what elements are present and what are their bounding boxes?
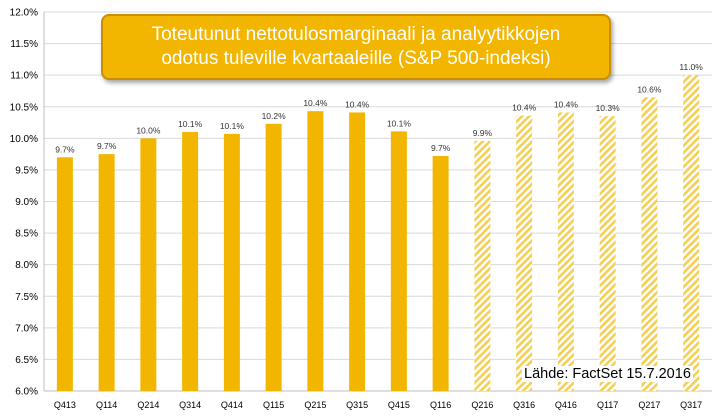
bar-actual	[182, 132, 199, 391]
bar-estimate	[599, 116, 616, 391]
data-label: 10.6%	[637, 84, 662, 94]
y-tick-label: 12.0%	[10, 8, 38, 19]
x-tick-label: Q414	[221, 400, 243, 410]
bar-estimate	[516, 115, 533, 392]
y-axis: 6.0% 6.5% 7.0% 7.5% 8.0% 8.5% 9.0% 9.5% 10.0% 10.…	[10, 8, 712, 398]
bar-actual	[432, 156, 449, 391]
data-label: 11.0%	[679, 62, 703, 72]
data-label: 10.1%	[178, 119, 203, 129]
bar-actual	[98, 154, 115, 391]
y-tick-label: 7.0%	[15, 323, 38, 334]
bars	[56, 75, 700, 392]
y-tick-label: 9.0%	[15, 197, 38, 208]
data-label: 10.3%	[596, 103, 621, 113]
bar-actual	[223, 133, 240, 391]
source-note: Lähde: FactSet 15.7.2016	[522, 366, 693, 382]
data-label: 10.2%	[262, 111, 287, 121]
y-tick-label: 6.5%	[15, 355, 38, 366]
chart-title-line-2: odotus tuleville kvartaaleille (S&P 500-…	[161, 48, 551, 69]
data-label: 10.4%	[554, 99, 579, 109]
chart-title-line-1: Toteutunut nettotulosmarginaali ja analy…	[151, 24, 561, 45]
chart-title: Toteutunut nettotulosmarginaali ja analy…	[101, 14, 611, 80]
bar-actual	[349, 112, 366, 391]
y-tick-label: 11.0%	[10, 71, 38, 82]
bar-estimate	[683, 75, 700, 392]
data-label: 10.1%	[220, 121, 245, 131]
y-tick-label: 10.5%	[10, 102, 38, 113]
data-label: 9.7%	[431, 143, 451, 153]
x-tick-label: Q216	[471, 400, 493, 410]
x-tick-label: Q114	[96, 400, 117, 410]
bar-estimate	[557, 112, 574, 391]
bar-actual	[56, 157, 73, 391]
bar-estimate	[641, 97, 658, 392]
data-label: 9.7%	[55, 144, 75, 154]
bar-actual	[307, 111, 324, 392]
data-label: 10.4%	[512, 103, 537, 113]
x-tick-label: Q214	[137, 400, 159, 410]
data-label: 10.1%	[387, 118, 412, 128]
x-tick-label: Q316	[513, 400, 535, 410]
x-tick-label: Q215	[304, 400, 326, 410]
y-tick-label: 8.0%	[15, 260, 38, 271]
y-tick-label: 9.5%	[15, 165, 38, 176]
data-label: 9.9%	[473, 128, 493, 138]
y-tick-label: 11.5%	[10, 39, 38, 50]
x-tick-label: Q317	[680, 400, 702, 410]
data-label: 10.4%	[345, 99, 370, 109]
x-tick-label: Q415	[388, 400, 410, 410]
bar-actual	[265, 123, 282, 392]
x-tick-label: Q217	[638, 400, 660, 410]
y-tick-label: 7.5%	[15, 292, 38, 303]
y-tick-label: 8.5%	[15, 229, 38, 240]
x-tick-label: Q115	[263, 400, 284, 410]
y-tick-label: 10.0%	[10, 134, 38, 145]
bar-actual	[140, 138, 157, 391]
data-labels: 9.7% 9.7% 10.0% 10.1% 10.1% 10.2% 10.4% 10.4% 10…	[55, 62, 703, 154]
x-tick-label: Q413	[54, 400, 76, 410]
y-tick-label: 6.0%	[15, 387, 38, 398]
bar-estimate	[474, 140, 491, 391]
data-label: 9.7%	[97, 141, 117, 151]
x-axis: Q413 Q114 Q214 Q314 Q414 Q115 Q215 Q315 Q415 Q116…	[54, 400, 702, 410]
data-label: 10.0%	[136, 125, 161, 135]
x-tick-label: Q315	[346, 400, 368, 410]
x-tick-label: Q314	[179, 400, 201, 410]
x-tick-label: Q416	[555, 400, 577, 410]
data-label: 10.4%	[303, 98, 328, 108]
x-tick-label: Q116	[430, 400, 451, 410]
bar-actual	[390, 131, 407, 391]
x-tick-label: Q117	[597, 400, 618, 410]
